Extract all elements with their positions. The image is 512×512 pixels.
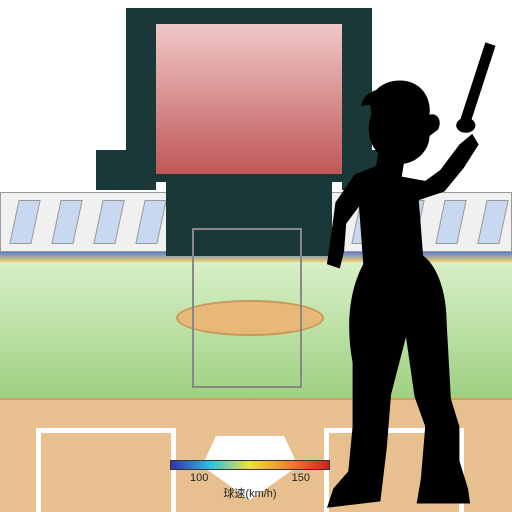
strike-zone-box	[192, 228, 302, 388]
colorbar-tick-min: 100	[190, 472, 208, 484]
colorbar-gradient	[170, 460, 330, 470]
colorbar-label: 球速(km/h)	[170, 485, 330, 501]
pitch-chart-canvas: 100 150 球速(km/h)	[0, 0, 512, 512]
batters-box-line	[36, 428, 176, 433]
batter-silhouette	[296, 42, 512, 512]
velocity-colorbar: 100 150 球速(km/h)	[170, 460, 330, 501]
colorbar-tick-max: 150	[292, 472, 310, 484]
batters-box-line	[36, 428, 41, 512]
colorbar-ticks: 100 150	[170, 472, 330, 484]
batters-box-left	[36, 428, 176, 512]
